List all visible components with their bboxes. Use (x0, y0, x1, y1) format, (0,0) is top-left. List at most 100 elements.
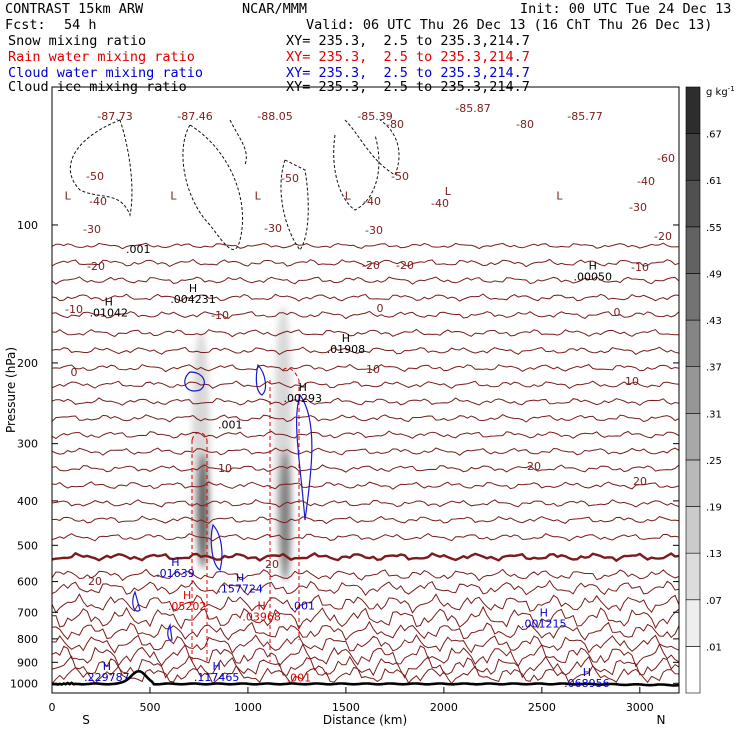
y-tick-label-8: 900 (17, 656, 38, 669)
colorbar-label-5: .31 (706, 409, 722, 420)
isotherm-18 (52, 397, 679, 406)
isotherm-label-7: -80 (516, 118, 534, 131)
isotherm-25 (52, 276, 679, 285)
snow-plume-0 (191, 330, 210, 569)
isotherm-12 (52, 499, 679, 508)
isotherm-label-12: -40 (637, 175, 655, 188)
cloud-water-contour-0 (184, 371, 205, 392)
field-cloudwater-xy: XY= 235.3, 2.5 to 235.3,214.7 (286, 65, 530, 81)
point-label-3: .001 (287, 671, 312, 684)
x-axis-label: Distance (km) (323, 713, 407, 727)
colorbar-label-7: .43 (706, 316, 722, 327)
isotherm-label-8: -60 (657, 152, 675, 165)
colorbar-bin-6 (685, 366, 701, 414)
cloud-ice-contour-3 (280, 159, 309, 251)
extremum-h-marker-7: H (189, 282, 197, 295)
colorbar-bin-3 (685, 506, 701, 554)
colorbar-bin-10 (685, 179, 701, 228)
extremum-h-marker-17: H (183, 589, 191, 602)
contour-labels: -87.73 -87.46 -88.05 -85.39 -85.87 -85.77 -80 -… (65, 102, 675, 690)
isotherm-7 (52, 579, 679, 597)
isotherm-9 (52, 551, 679, 563)
isotherm-label-10: -50 (281, 172, 299, 185)
extremum-value-8: .01908 (327, 343, 366, 356)
isotherm-label-30: 10 (366, 363, 380, 376)
isotherm-label-6: -80 (386, 118, 404, 131)
plot-frame (51, 86, 680, 694)
model-title: CONTRAST 15km ARW (5, 1, 144, 17)
isotherm-label-16: -30 (629, 201, 647, 214)
isotherm-26 (52, 258, 679, 268)
y-tick-label-5: 600 (17, 576, 38, 589)
y-tick-label-1: 200 (17, 357, 38, 370)
valid-time: Valid: 06 UTC Thu 26 Dec 13 (16 ChT Thu … (306, 17, 713, 33)
isotherm-label-11: -50 (391, 170, 409, 183)
isotherm-19 (52, 380, 679, 390)
isotherm-label-2: -88.05 (257, 110, 292, 123)
extremum-l-marker-3: L (345, 190, 352, 203)
isotherm-label-33: 20 (527, 460, 541, 473)
isotherm-label-20: -20 (654, 230, 672, 243)
isotherm-27 (52, 242, 679, 250)
extremum-value-12: .157724 (217, 583, 263, 596)
plot-header: CONTRAST 15km ARW Fcst: 54 h NCAR/MMM In… (0, 0, 740, 96)
colorbar-label-3: .19 (706, 503, 722, 514)
point-label-1: .001 (218, 418, 243, 431)
cloud-water-contour-5 (167, 623, 173, 641)
colorbar-label-6: .37 (706, 363, 722, 374)
isotherm-10 (52, 532, 679, 542)
isotherm-label-26: -10 (211, 309, 229, 322)
isotherm-22 (52, 328, 679, 338)
isotherm-label-27: 0 (377, 302, 384, 315)
isotherm-label-0: -87.73 (97, 110, 132, 123)
field-rain-xy: XY= 235.3, 2.5 to 235.3,214.7 (286, 49, 530, 65)
extremum-l-marker-4: L (445, 185, 452, 198)
extremum-value-9: .00293 (284, 392, 323, 405)
isotherm-label-3: -85.39 (357, 110, 392, 123)
extremum-value-17: .05202 (168, 600, 207, 613)
isotherm-label-34: 20 (633, 475, 647, 488)
plot-area (52, 119, 679, 687)
colorbar-bin-4 (685, 459, 701, 507)
x-tick-label-1: 500 (139, 701, 160, 714)
extremum-value-7: .004231 (170, 293, 216, 306)
cloud-ice-contour-5 (344, 119, 400, 176)
extremum-h-marker-8: H (342, 332, 350, 345)
y-tick-label-6: 700 (17, 606, 38, 619)
colorbar-label-9: .55 (706, 223, 722, 234)
colorbar-label-4: .25 (706, 456, 722, 467)
isotherm-label-28: 0 (614, 306, 621, 319)
extremum-l-marker-0: L (65, 190, 72, 203)
isotherm-label-35: 20 (88, 575, 102, 588)
x-tick-label-2: 1000 (234, 701, 262, 714)
isotherm-2 (52, 643, 679, 668)
extremum-h-marker-16: H (583, 666, 591, 679)
cloud-ice-contour-2 (229, 119, 247, 166)
x-tick-label-3: 1500 (332, 701, 360, 714)
forecast-hour: 54 h (64, 17, 97, 33)
extremum-value-6: .01042 (90, 307, 129, 320)
extremum-value-13: .001215 (521, 618, 567, 631)
colorbar-bin-2 (685, 552, 701, 601)
y-tick-label-9: 1000 (10, 677, 38, 690)
extremum-h-marker-14: H (103, 660, 111, 673)
isotherm-14 (52, 464, 679, 473)
extremum-value-18: .03968 (242, 610, 281, 623)
isotherm-5 (52, 605, 679, 630)
colorbar-bin-7 (685, 319, 701, 367)
isotherm-label-14: -40 (363, 195, 381, 208)
point-label-2: .001 (291, 599, 316, 612)
isotherm-label-13: -40 (89, 195, 107, 208)
north-label: N (657, 713, 666, 727)
rain-contour-4 (191, 432, 208, 441)
colorbar-label-2: .13 (706, 549, 722, 560)
isotherm-17 (52, 414, 679, 423)
colorbar-unit: g kg-1 (706, 85, 735, 98)
rain-contour-5 (282, 367, 300, 381)
extremum-value-10: .00050 (574, 270, 613, 283)
init-time: Init: 00 UTC Tue 24 Dec 13 (520, 1, 732, 17)
field-snow-name: Snow mixing ratio (8, 33, 147, 49)
colorbar-bin-0 (685, 646, 701, 694)
cloud-ice-contour-1 (182, 124, 244, 250)
field-snow-xy: XY= 235.3, 2.5 to 235.3,214.7 (286, 33, 530, 49)
